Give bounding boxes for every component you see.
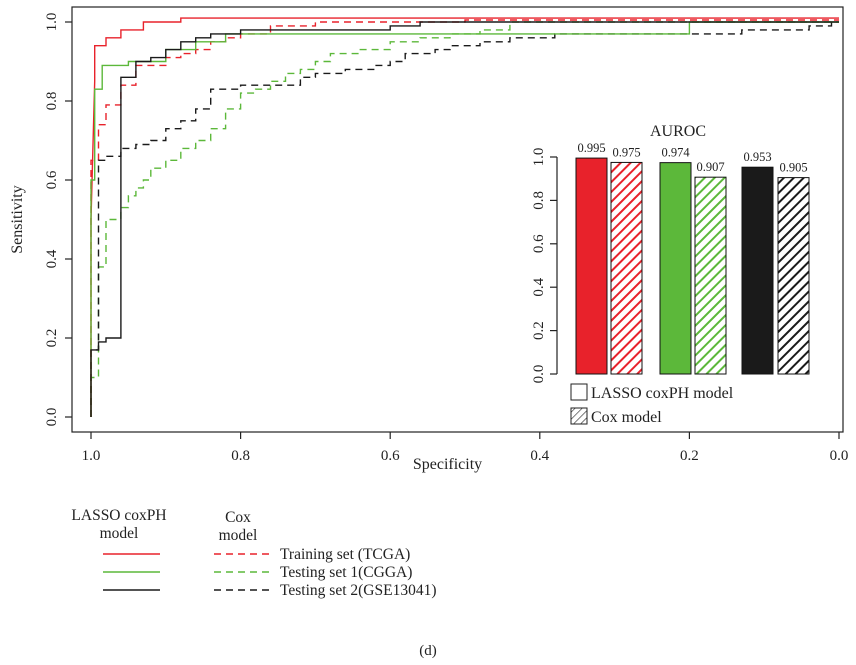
inset-y-tick-label: 1.0 bbox=[531, 148, 547, 167]
inset-y-tick-label: 0.2 bbox=[531, 321, 547, 340]
figure-label: (d) bbox=[419, 643, 437, 659]
auroc-bar-5 bbox=[741, 166, 774, 375]
y-axis-label: Sensitivity bbox=[9, 185, 26, 253]
roc-curve-lasso-1 bbox=[90, 17, 839, 417]
x-tick-label: 1.0 bbox=[82, 448, 101, 464]
inset-y-tick-label: 0.0 bbox=[531, 365, 547, 384]
auroc-bar-6 bbox=[777, 177, 810, 375]
roc-curve-cox-3 bbox=[90, 22, 833, 417]
roc-curve-lasso-2 bbox=[90, 21, 839, 417]
auroc-bar-3 bbox=[659, 162, 692, 375]
roc-curve-cox-2 bbox=[90, 21, 839, 417]
legend-header-lasso: model bbox=[100, 525, 139, 542]
auroc-inset: AUROC 0.0 0.2 0.4 0.6 0.8 1.0 0.995 0.975 0.974 0.… bbox=[531, 123, 810, 426]
inset-y-tick-label: 0.8 bbox=[531, 191, 547, 210]
auroc-bar-label: 0.974 bbox=[661, 146, 690, 160]
legend-header-cox: Cox bbox=[225, 509, 251, 526]
auroc-bar-4 bbox=[694, 176, 727, 375]
legend-header-lasso: LASSO coxPH bbox=[71, 507, 166, 524]
y-tick-label: 0.8 bbox=[44, 92, 60, 111]
x-axis-label: Specificity bbox=[413, 456, 482, 473]
x-tick-label: 0.2 bbox=[680, 448, 699, 464]
x-tick-label: 0.0 bbox=[830, 448, 849, 464]
y-tick-label: 0.6 bbox=[44, 170, 60, 189]
legend-row-label: Training set (TCGA) bbox=[280, 546, 410, 563]
legend-row-label: Testing set 1(CGGA) bbox=[280, 564, 412, 581]
inset-legend-label: LASSO coxPH model bbox=[591, 385, 734, 402]
auroc-bar-label: 0.907 bbox=[696, 160, 724, 174]
y-tick-label: 0.2 bbox=[44, 329, 60, 348]
x-tick-label: 0.4 bbox=[530, 448, 549, 464]
x-tick-label: 0.6 bbox=[381, 448, 400, 464]
auroc-bar-label: 0.953 bbox=[743, 150, 771, 164]
auroc-bar-1 bbox=[575, 157, 608, 375]
legend-header-cox: model bbox=[219, 527, 258, 544]
y-tick-label: 0.4 bbox=[44, 249, 60, 268]
y-tick-label: 1.0 bbox=[44, 13, 60, 32]
inset-legend-swatch bbox=[570, 407, 588, 425]
plot-frame bbox=[71, 6, 844, 433]
auroc-bar-label: 0.905 bbox=[779, 161, 807, 175]
auroc-bar-label: 0.975 bbox=[612, 145, 640, 159]
auroc-bar-2 bbox=[610, 161, 643, 375]
legend-row-label: Testing set 2(GSE13041) bbox=[280, 582, 436, 599]
inset-y-tick-label: 0.6 bbox=[531, 234, 547, 253]
y-tick-label: 0.0 bbox=[44, 408, 60, 427]
inset-y-tick-label: 0.4 bbox=[531, 277, 547, 296]
auroc-bar-label: 0.995 bbox=[577, 141, 605, 155]
roc-curve-lasso-3 bbox=[90, 21, 839, 417]
inset-legend-swatch bbox=[570, 383, 588, 401]
x-tick-label: 0.8 bbox=[231, 448, 250, 464]
inset-legend-label: Cox model bbox=[591, 409, 662, 426]
roc-plot: 0.0 0.2 0.4 0.6 0.8 1.0 1.0 0.8 0.6 0.4 0.2 0.0 Spec… bbox=[9, 6, 849, 473]
roc-curve-cox-1 bbox=[90, 19, 839, 417]
inset-title: AUROC bbox=[650, 123, 706, 140]
